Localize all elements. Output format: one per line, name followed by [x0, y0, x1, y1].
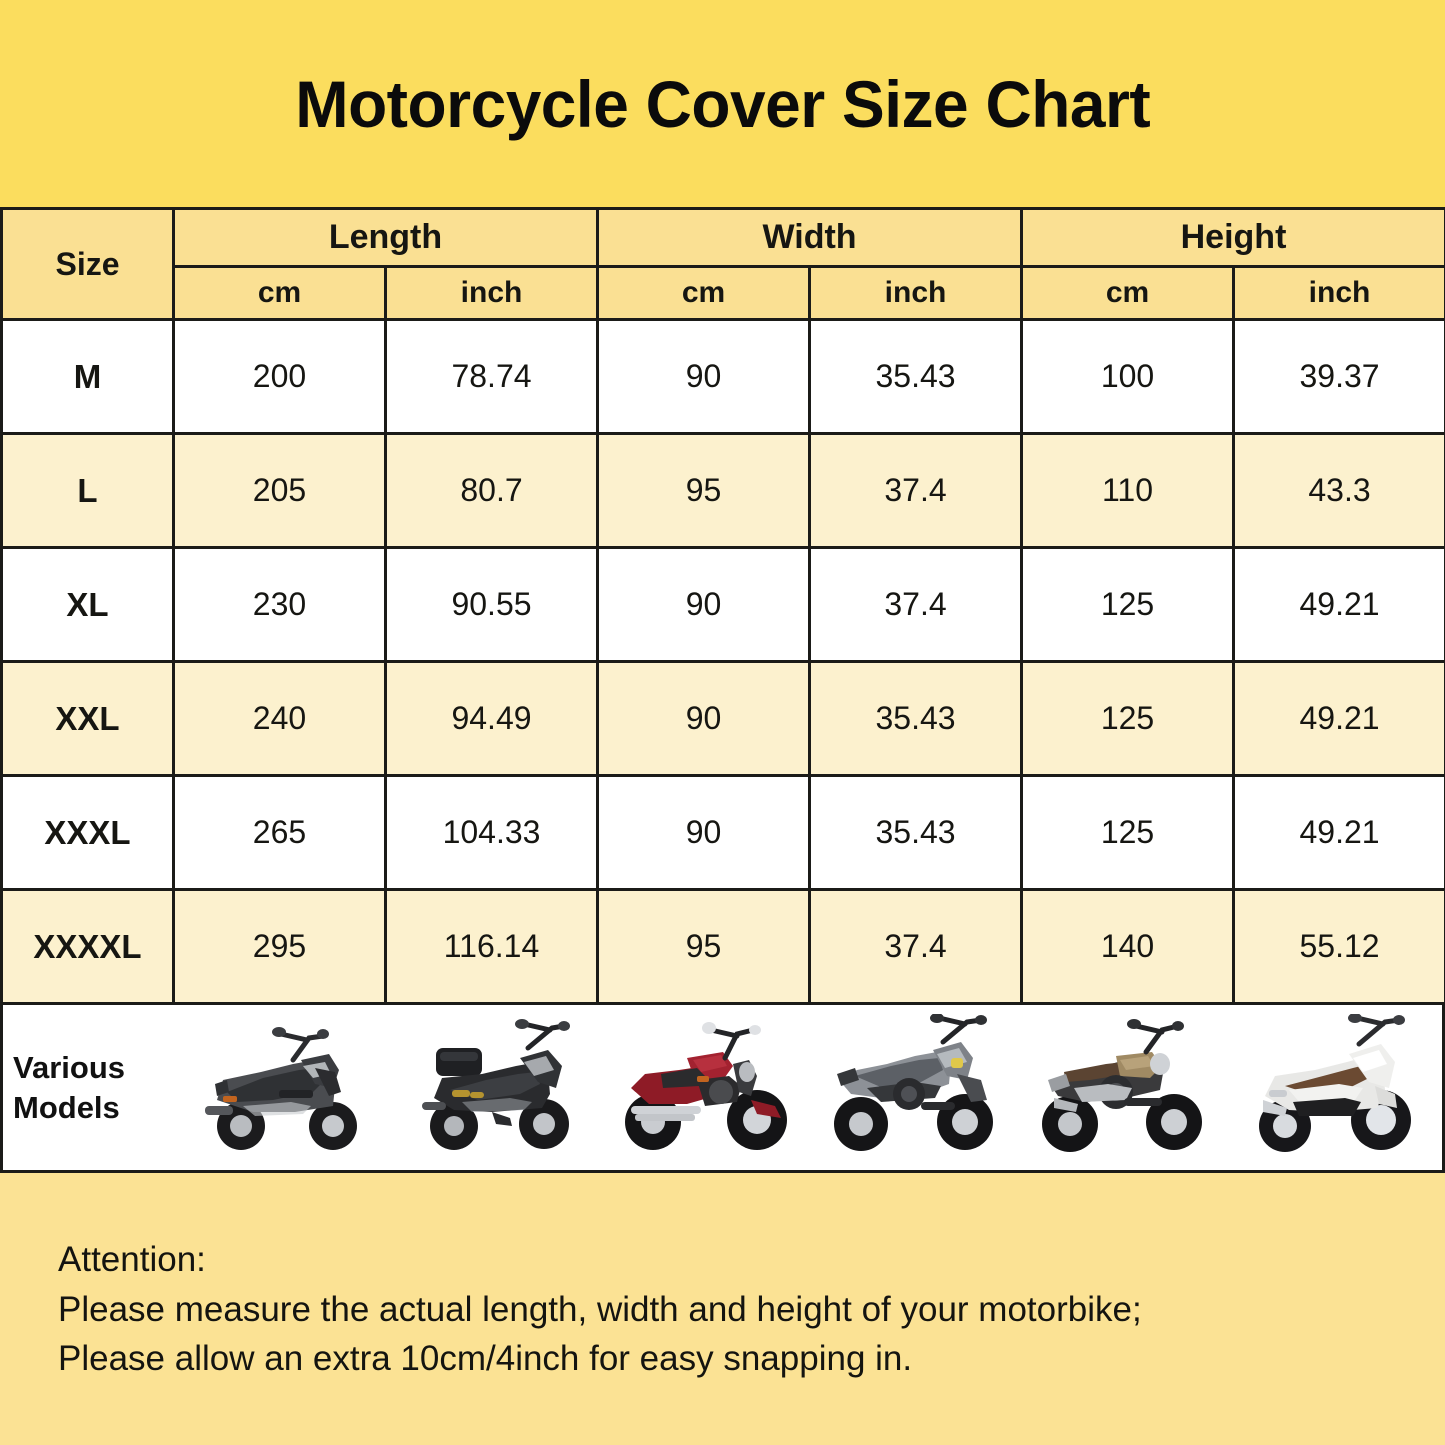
cell-width-cm: 90 — [596, 546, 811, 663]
cell-length-inch: 116.14 — [384, 888, 599, 1005]
cell-width-cm: 90 — [596, 318, 811, 435]
header-row-units: cm inch cm inch cm inch — [2, 265, 1445, 321]
attention-band: Attention: Please measure the actual len… — [0, 1173, 1445, 1445]
various-models-label: Various Models — [3, 1048, 175, 1127]
header-size: Size — [0, 207, 175, 321]
table-row: XL 230 90.55 90 37.4 125 49.21 — [0, 546, 1445, 663]
various-models-row: Various Models — [0, 1005, 1445, 1173]
cell-width-inch: 37.4 — [807, 432, 1024, 549]
attention-heading: Attention: — [58, 1240, 206, 1279]
header-group-height: Height — [1020, 207, 1445, 268]
models-label-line2: Models — [13, 1089, 120, 1125]
cell-length-inch: 80.7 — [384, 432, 599, 549]
cell-height-cm: 140 — [1020, 888, 1236, 1005]
motorcycle-image-city-scooter-white — [1229, 1013, 1434, 1164]
cell-length-cm: 205 — [172, 432, 387, 549]
table-row: XXXL 265 104.33 90 35.43 125 49.21 — [0, 774, 1445, 891]
cell-length-cm: 230 — [172, 546, 387, 663]
cell-length-cm: 200 — [172, 318, 387, 435]
header-unit-length-cm: cm — [172, 265, 387, 321]
motorcycle-image-cruiser-red — [601, 1014, 806, 1164]
cell-height-inch: 49.21 — [1232, 774, 1445, 891]
cell-size: XXXXL — [0, 888, 175, 1005]
cell-height-cm: 125 — [1020, 660, 1236, 777]
cell-width-inch: 35.43 — [807, 774, 1024, 891]
header-row-groups: Size Length Width Height — [0, 207, 1445, 321]
motorcycle-image-naked-streetfighter-grey — [811, 1013, 1016, 1164]
table-row: L 205 80.7 95 37.4 110 43.3 — [0, 432, 1445, 549]
cell-height-inch: 39.37 — [1232, 318, 1445, 435]
cell-length-cm: 240 — [172, 660, 387, 777]
header-unit-width-inch: inch — [807, 265, 1024, 321]
cell-width-cm: 90 — [596, 660, 811, 777]
attention-line-1: Please measure the actual length, width … — [58, 1289, 1142, 1329]
attention-line-2: Please allow an extra 10cm/4inch for eas… — [58, 1339, 913, 1379]
cell-height-inch: 49.21 — [1232, 546, 1445, 663]
cell-size: L — [0, 432, 175, 549]
cell-size: XXL — [0, 660, 175, 777]
motorcycle-image-touring-scooter-topbox-black — [392, 1014, 597, 1164]
motorcycle-thumbnail-strip — [175, 1005, 1442, 1170]
cell-width-inch: 35.43 — [807, 318, 1024, 435]
header-unit-height-cm: cm — [1020, 265, 1236, 321]
header-unit-length-inch: inch — [384, 265, 599, 321]
cell-height-inch: 43.3 — [1232, 432, 1445, 549]
page-title: Motorcycle Cover Size Chart — [295, 66, 1150, 141]
table-row: XXXXL 295 116.14 95 37.4 140 55.12 — [0, 888, 1445, 1005]
table-row: M 200 78.74 90 35.43 100 39.37 — [0, 318, 1445, 435]
cell-height-inch: 55.12 — [1232, 888, 1445, 1005]
cell-length-inch: 90.55 — [384, 546, 599, 663]
motorcycle-image-maxi-scooter-silver — [183, 1014, 388, 1164]
cell-size: M — [0, 318, 175, 435]
cell-length-inch: 94.49 — [384, 660, 599, 777]
table-body: M 200 78.74 90 35.43 100 39.37 L 205 80.… — [0, 318, 1445, 1005]
table-head: Size Length Width Height cm inch cm inch… — [0, 207, 1445, 321]
cell-height-cm: 125 — [1020, 546, 1236, 663]
table-row: XXL 240 94.49 90 35.43 125 49.21 — [0, 660, 1445, 777]
size-chart-table: Size Length Width Height cm inch cm inch… — [0, 207, 1445, 1005]
cell-length-inch: 78.74 — [384, 318, 599, 435]
cell-height-cm: 110 — [1020, 432, 1236, 549]
cell-length-inch: 104.33 — [384, 774, 599, 891]
title-banner: Motorcycle Cover Size Chart — [0, 0, 1445, 207]
cell-width-inch: 37.4 — [807, 546, 1024, 663]
cell-width-inch: 35.43 — [807, 660, 1024, 777]
cell-width-cm: 95 — [596, 888, 811, 1005]
cell-width-cm: 90 — [596, 774, 811, 891]
cell-size: XL — [0, 546, 175, 663]
cell-height-inch: 49.21 — [1232, 660, 1445, 777]
motorcycle-image-scrambler-brown-seat — [1020, 1014, 1225, 1164]
cell-width-cm: 95 — [596, 432, 811, 549]
header-group-width: Width — [595, 207, 1024, 268]
cell-height-cm: 100 — [1020, 318, 1236, 435]
cell-length-cm: 295 — [172, 888, 387, 1005]
cell-size: XXXL — [0, 774, 175, 891]
models-label-line1: Various — [13, 1049, 125, 1085]
header-unit-height-inch: inch — [1232, 265, 1445, 321]
cell-length-cm: 265 — [172, 774, 387, 891]
header-unit-width-cm: cm — [596, 265, 811, 321]
cell-width-inch: 37.4 — [807, 888, 1024, 1005]
header-group-length: Length — [172, 207, 599, 268]
cell-height-cm: 125 — [1020, 774, 1236, 891]
